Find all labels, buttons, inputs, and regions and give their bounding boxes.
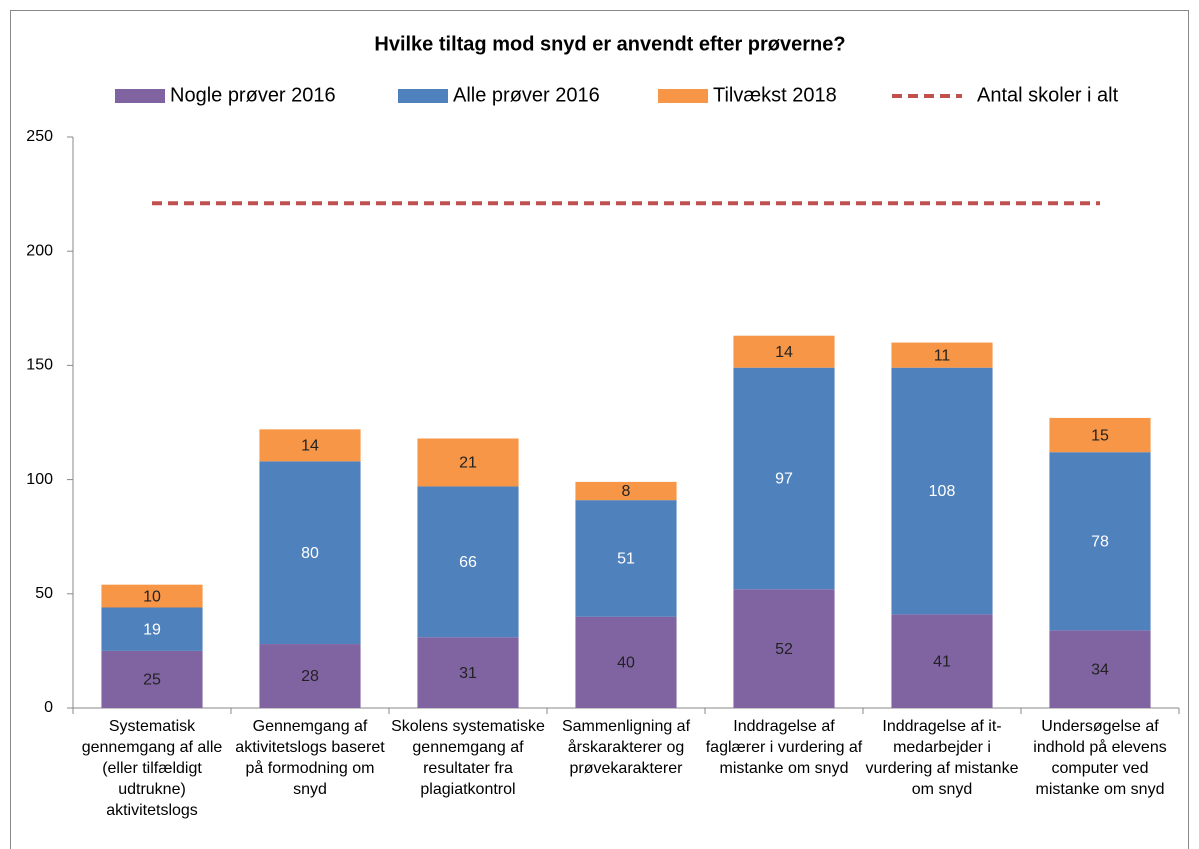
bar-segment <box>417 637 519 708</box>
bar-segment <box>575 616 677 708</box>
y-tick-label: 150 <box>26 357 53 374</box>
legend-swatch <box>658 89 708 103</box>
x-tick-label: Undersøgelse af indhold på elevens compu… <box>1033 718 1167 798</box>
bar-segment <box>101 584 203 608</box>
data-label: 21 <box>459 455 477 472</box>
data-label: 25 <box>143 672 161 689</box>
bar-segment <box>575 500 677 617</box>
x-tick-label-box: Gennemgang af aktivitetslogs baseret på … <box>235 718 385 798</box>
data-label: 80 <box>301 545 319 562</box>
bar-segment <box>891 342 993 368</box>
x-tick-label-box: Inddragelse af faglærer i vurdering af m… <box>705 718 863 777</box>
x-tick-label-box: Skolens systematiske gennemgang af resul… <box>391 718 545 798</box>
bar-segment <box>733 335 835 368</box>
x-tick-label: Sammenligning af årskarakterer og prøvek… <box>561 718 691 777</box>
data-label: 40 <box>617 655 635 672</box>
data-label: 15 <box>1091 427 1109 444</box>
bar-segment <box>1049 630 1151 708</box>
x-tick-label: Inddragelse af faglærer i vurdering af m… <box>705 718 863 777</box>
bar-segment <box>259 461 361 645</box>
bar-segment <box>259 644 361 708</box>
bar-segment <box>891 367 993 615</box>
bar-segment <box>733 589 835 708</box>
data-label: 97 <box>775 471 793 488</box>
x-tick-label-box: Undersøgelse af indhold på elevens compu… <box>1033 718 1167 798</box>
data-label: 41 <box>933 653 951 670</box>
legend-label: Antal skoler i alt <box>977 84 1119 106</box>
bar-segment <box>259 429 361 462</box>
x-tick-label: Inddragelse af it-medarbejder i vurderin… <box>865 718 1019 798</box>
data-label: 31 <box>459 665 477 682</box>
y-tick-label: 250 <box>26 128 53 145</box>
data-label: 14 <box>301 438 319 455</box>
data-label: 34 <box>1091 661 1109 678</box>
x-tick-label: Systematisk gennemgang af alle (eller ti… <box>81 718 223 819</box>
data-label: 14 <box>775 344 793 361</box>
y-tick-label: 200 <box>26 242 53 259</box>
data-label: 66 <box>459 554 477 571</box>
data-label: 10 <box>143 588 161 605</box>
x-tick-label: Skolens systematiske gennemgang af resul… <box>391 718 545 798</box>
y-tick-label: 0 <box>44 699 53 716</box>
data-label: 51 <box>617 551 635 568</box>
data-label: 52 <box>775 641 793 658</box>
bar-segment <box>1049 417 1151 453</box>
bar-segment <box>417 486 519 638</box>
legend-label: Nogle prøver 2016 <box>170 84 336 106</box>
data-label: 108 <box>929 483 956 500</box>
data-label: 78 <box>1091 533 1109 550</box>
bar-segment <box>417 438 519 487</box>
legend-swatch <box>398 89 448 103</box>
y-tick-label: 100 <box>26 471 53 488</box>
data-label: 11 <box>934 347 951 364</box>
data-label: 8 <box>622 483 631 500</box>
bar-segment <box>1049 452 1151 631</box>
y-tick-label: 50 <box>35 585 53 602</box>
legend-label: Tilvækst 2018 <box>713 84 837 106</box>
bar-segment <box>575 481 677 501</box>
bar-segment <box>891 614 993 708</box>
bar-segment <box>101 607 203 651</box>
bar-segment <box>101 650 203 708</box>
data-label: 28 <box>301 668 319 685</box>
legend-swatch <box>115 89 165 103</box>
legend-label: Alle prøver 2016 <box>453 84 600 106</box>
x-tick-label: Gennemgang af aktivitetslogs baseret på … <box>235 718 385 798</box>
data-label: 19 <box>143 621 161 638</box>
x-tick-label-box: Sammenligning af årskarakterer og prøvek… <box>561 718 691 777</box>
chart-title: Hvilke tiltag mod snyd er anvendt efter … <box>374 33 845 55</box>
x-tick-label-box: Inddragelse af it-medarbejder i vurderin… <box>865 718 1019 798</box>
x-tick-label-box: Systematisk gennemgang af alle (eller ti… <box>81 718 223 819</box>
bar-segment <box>733 367 835 590</box>
